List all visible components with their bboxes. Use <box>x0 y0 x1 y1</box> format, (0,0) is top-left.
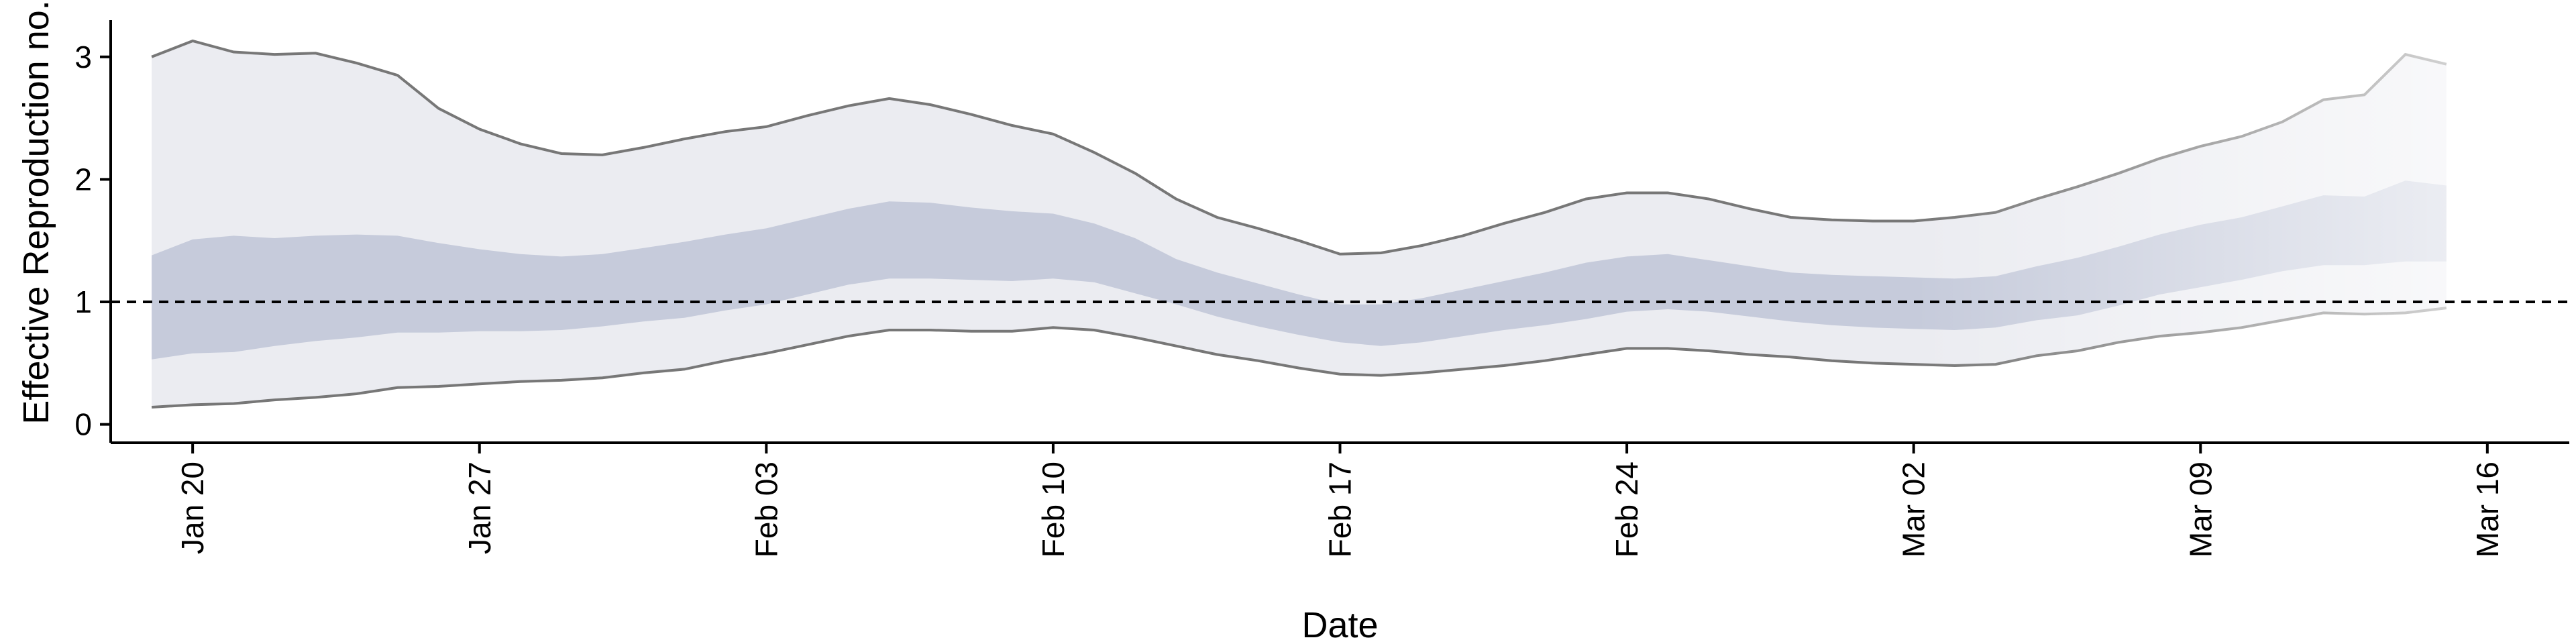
inner-credible-band <box>152 180 2447 360</box>
x-tick-label: Mar 09 <box>2183 462 2218 557</box>
x-tick-label: Jan 20 <box>175 462 210 554</box>
y-tick-label: 3 <box>74 40 92 74</box>
x-axis-title: Date <box>1301 605 1378 644</box>
x-tick-label: Feb 10 <box>1036 462 1071 557</box>
y-axis-title: Effective Reproduction no. <box>16 0 56 424</box>
axes: 0 1 2 3 Jan 20 Jan 27 Feb 03 Feb 10 Feb 17 Feb 2… <box>74 20 2569 557</box>
y-ticks: 0 1 2 3 <box>74 40 111 442</box>
x-tick-label: Mar 02 <box>1896 462 1931 557</box>
y-tick-label: 2 <box>74 162 92 197</box>
x-ticks: Jan 20 Jan 27 Feb 03 Feb 10 Feb 17 Feb 24 Mar … <box>175 443 2505 557</box>
x-tick-label: Jan 27 <box>462 462 497 554</box>
x-tick-label: Mar 16 <box>2470 462 2505 557</box>
x-tick-label: Feb 24 <box>1609 462 1644 557</box>
x-tick-label: Feb 17 <box>1323 462 1358 557</box>
recent-uncertainty-fade <box>1913 20 2448 443</box>
y-tick-label: 1 <box>74 284 92 319</box>
x-tick-label: Feb 03 <box>749 462 784 557</box>
y-tick-label: 0 <box>74 407 92 442</box>
